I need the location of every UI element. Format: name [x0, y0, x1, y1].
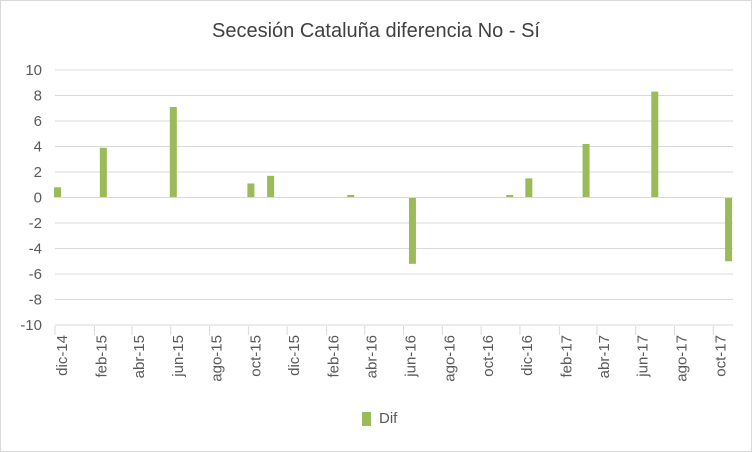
bar [247, 183, 255, 198]
chart-title: Secesión Cataluña diferencia No - Sí [212, 20, 540, 42]
y-tick-label: -4 [29, 241, 42, 258]
x-tick-label: feb-17 [558, 335, 575, 378]
y-tick-label: -10 [20, 317, 42, 334]
bar [525, 178, 533, 198]
y-tick-label: -8 [29, 292, 42, 309]
bar [54, 187, 62, 198]
x-tick-label: ago-16 [441, 335, 458, 382]
x-tick-label: dic-14 [54, 335, 71, 376]
chart-legend: Dif [362, 410, 397, 427]
y-tick-label: 0 [34, 190, 42, 207]
bar [169, 106, 177, 198]
bar [267, 175, 275, 198]
x-tick-label: jun-15 [170, 335, 187, 378]
x-tick-label: jun-17 [635, 335, 652, 378]
x-tick-label: abr-15 [131, 335, 148, 378]
x-tick-label: feb-16 [326, 335, 343, 378]
y-tick-label: 4 [34, 139, 42, 156]
x-tick-label: ago-15 [209, 335, 226, 382]
x-tick-label: ago-17 [673, 335, 690, 382]
legend-swatch [362, 411, 371, 426]
bar [582, 143, 590, 198]
x-tick-label: jun-16 [403, 335, 420, 378]
x-tick-label: dic-15 [286, 335, 303, 376]
x-tick-label: oct-17 [712, 335, 729, 377]
bar [506, 194, 514, 198]
x-tick-label: abr-17 [596, 335, 613, 378]
y-tick-label: -6 [29, 266, 42, 283]
y-tick-label: -2 [29, 215, 42, 232]
y-tick-label: 10 [25, 62, 42, 79]
bar [347, 194, 355, 198]
legend-label: Dif [379, 410, 398, 427]
bar [99, 147, 107, 198]
x-tick-label: feb-15 [93, 335, 110, 378]
bar [408, 197, 416, 264]
x-tick-label: dic-16 [519, 335, 536, 376]
y-tick-label: 6 [34, 113, 42, 130]
y-tick-label: 8 [34, 88, 42, 105]
y-tick-label: 2 [34, 164, 42, 181]
x-tick-label: oct-16 [480, 335, 497, 377]
x-tick-label: oct-15 [247, 335, 264, 377]
bar [651, 91, 659, 198]
bar [725, 197, 733, 262]
x-tick-label: abr-16 [364, 335, 381, 378]
